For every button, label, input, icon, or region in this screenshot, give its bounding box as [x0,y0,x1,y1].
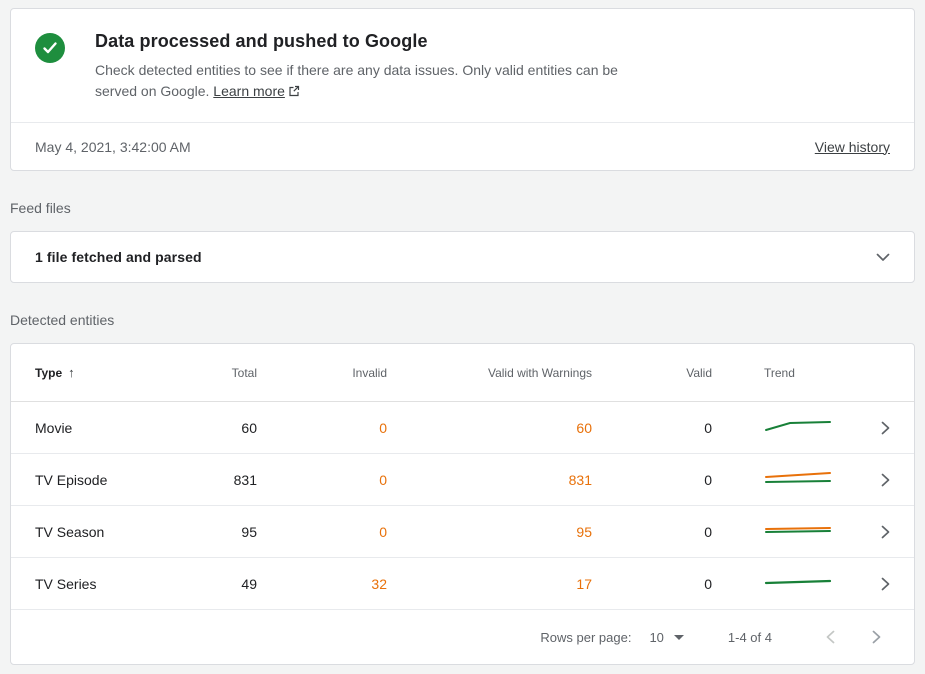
status-card-main: Data processed and pushed to Google Chec… [11,9,914,122]
valid-value: 0 [704,471,712,488]
table-row-movie[interactable]: Movie 60 0 60 0 [11,402,914,454]
entity-type: TV Season [35,523,105,540]
chevron-right-icon [881,421,890,434]
status-title: Data processed and pushed to Google [95,31,428,51]
valid-with-warnings-value: 17 [576,575,592,592]
last-processed-timestamp: May 4, 2021, 3:42:00 AM [35,138,191,155]
sort-ascending-icon: ↑ [68,365,75,380]
trend-line-orange [765,472,831,478]
trend-line-green [765,480,831,483]
learn-more-link[interactable]: Learn more [213,83,300,99]
row-detail-button[interactable] [881,525,890,539]
trend-line-green [764,579,832,585]
trend-line-green [765,421,831,431]
trend-sparkline [712,417,846,438]
entity-type: TV Series [35,575,97,592]
row-detail-button[interactable] [881,473,890,487]
invalid-value: 0 [379,419,387,436]
valid-with-warnings-value: 95 [576,523,592,540]
entities-table-card: Type ↑ Total Invalid Valid with Warnings… [10,343,915,665]
chevron-right-icon [881,577,890,590]
total-value: 49 [241,575,257,592]
trend-sparkline [712,521,846,542]
invalid-value: 0 [379,523,387,540]
status-card-footer: May 4, 2021, 3:42:00 AM View history [11,122,914,170]
valid-value: 0 [704,575,712,592]
column-header-invalid[interactable]: Invalid [352,365,387,380]
column-header-total[interactable]: Total [231,365,257,380]
invalid-value: 0 [379,471,387,488]
trend-sparkline [712,573,846,594]
next-page-button[interactable] [864,625,888,649]
column-header-valid-with-warnings[interactable]: Valid with Warnings [487,365,592,380]
status-text-block: Data processed and pushed to Google Chec… [95,31,660,102]
rows-per-page-select[interactable]: 10 [649,629,684,645]
chevron-right-icon [881,473,890,486]
section-label-detected-entities: Detected entities [10,312,115,328]
trend-line-green [765,530,831,533]
chevron-down-icon[interactable] [876,253,890,262]
column-header-trend: Trend [764,365,795,380]
total-value: 831 [233,471,257,488]
status-description: Check detected entities to see if there … [95,60,660,102]
rows-per-page-value: 10 [649,629,664,645]
invalid-value: 32 [371,575,387,592]
previous-page-button[interactable] [818,625,842,649]
row-detail-button[interactable] [881,421,890,435]
entity-type: Movie [35,419,73,436]
status-description-text: Check detected entities to see if there … [95,62,618,99]
valid-with-warnings-value: 831 [568,471,592,488]
column-header-valid[interactable]: Valid [686,365,712,380]
feed-files-summary: 1 file fetched and parsed [35,249,202,265]
table-row-tv-series[interactable]: TV Series 49 32 17 0 [11,558,914,610]
rows-per-page-label: Rows per page: [540,629,632,645]
external-link-icon [289,85,299,97]
chevron-left-icon [826,630,834,644]
entity-type: TV Episode [35,471,108,488]
status-card: Data processed and pushed to Google Chec… [10,8,915,171]
trend-sparkline [712,469,846,490]
chevron-right-icon [872,630,880,644]
learn-more-label: Learn more [213,83,285,99]
table-pagination: Rows per page: 10 1-4 of 4 [11,610,914,664]
valid-with-warnings-value: 60 [576,419,592,436]
total-value: 60 [241,419,257,436]
view-history-link[interactable]: View history [814,138,890,155]
feed-files-accordion[interactable]: 1 file fetched and parsed [10,231,915,283]
trend-line-orange [765,527,831,530]
row-detail-button[interactable] [881,577,890,591]
table-row-tv-episode[interactable]: TV Episode 831 0 831 0 [11,454,914,506]
success-check-icon [35,33,65,63]
chevron-right-icon [881,525,890,538]
section-label-feed-files: Feed files [10,200,71,216]
column-header-type[interactable]: Type ↑ [35,365,195,380]
total-value: 95 [241,523,257,540]
column-header-type-label: Type [35,365,63,380]
valid-value: 0 [704,523,712,540]
table-row-tv-season[interactable]: TV Season 95 0 95 0 [11,506,914,558]
table-header-row: Type ↑ Total Invalid Valid with Warnings… [11,344,914,402]
dropdown-caret-icon [673,634,684,640]
pagination-range-label: 1-4 of 4 [727,629,772,645]
valid-value: 0 [704,419,712,436]
